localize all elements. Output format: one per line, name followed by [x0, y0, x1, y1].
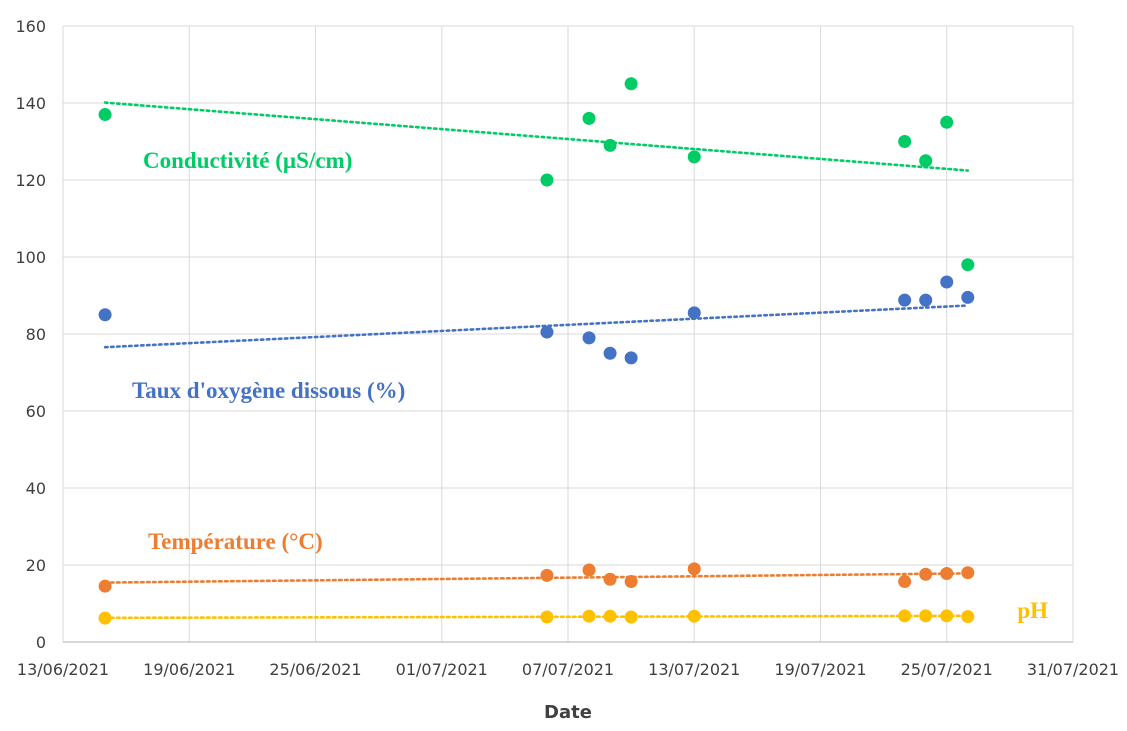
trendline: [103, 572, 970, 584]
y-tick-label: 120: [15, 171, 46, 190]
data-point: [98, 611, 112, 625]
data-point: [603, 138, 617, 152]
data-point: [624, 77, 638, 91]
y-tick-label: 100: [15, 248, 46, 267]
data-point: [603, 572, 617, 586]
x-tick-label: 25/06/2021: [269, 660, 361, 679]
data-point: [898, 135, 912, 148]
x-tick-label: 07/07/2021: [522, 660, 614, 679]
data-point: [540, 610, 554, 624]
data-point: [919, 609, 933, 623]
data-point: [898, 609, 912, 623]
data-point: [624, 351, 638, 365]
data-points: [98, 77, 975, 625]
y-tick-label: 0: [36, 633, 46, 652]
data-point: [898, 575, 912, 589]
data-point: [687, 562, 701, 576]
data-point: [940, 609, 954, 623]
x-tick-label: 01/07/2021: [396, 660, 488, 679]
data-point: [603, 346, 617, 360]
data-point: [540, 173, 554, 187]
data-point: [98, 108, 112, 122]
data-point: [919, 567, 933, 581]
data-point: [98, 308, 112, 322]
data-point: [961, 290, 975, 304]
data-point: [961, 566, 975, 580]
y-tick-label: 140: [15, 94, 46, 113]
x-tick-label: 13/07/2021: [648, 660, 740, 679]
data-point: [961, 610, 975, 624]
data-point: [540, 325, 554, 339]
data-point: [919, 293, 933, 307]
x-tick-label: 19/06/2021: [143, 660, 235, 679]
x-axis-title: Date: [544, 702, 592, 723]
data-point: [603, 609, 617, 623]
x-tick-label: 25/07/2021: [901, 660, 993, 679]
series-label: Conductivité (µS/cm): [143, 148, 352, 173]
data-point: [940, 115, 954, 129]
data-point: [940, 566, 954, 580]
y-tick-label: 20: [26, 556, 46, 575]
y-tick-label: 40: [26, 479, 46, 498]
y-tick-label: 160: [15, 17, 46, 36]
series-label: Température (°C): [148, 529, 323, 554]
x-tick-label: 13/06/2021: [17, 660, 109, 679]
data-point: [582, 111, 596, 125]
data-point: [98, 579, 112, 593]
data-point: [582, 331, 596, 345]
y-tick-label: 80: [26, 325, 46, 344]
data-point: [687, 150, 701, 164]
data-point: [898, 293, 912, 307]
trendline: [103, 101, 970, 172]
data-point: [687, 306, 701, 320]
data-point: [940, 275, 954, 289]
series-labels: Conductivité (µS/cm) Taux d'oxygène disso…: [132, 148, 1048, 623]
data-point: [582, 609, 596, 623]
data-point: [540, 568, 554, 582]
gridlines: [62, 25, 1074, 643]
data-point: [624, 610, 638, 624]
trendline: [103, 614, 970, 620]
data-point: [919, 154, 933, 168]
data-point: [624, 575, 638, 589]
trendlines: [103, 101, 970, 620]
data-point: [582, 563, 596, 577]
x-tick-label: 31/07/2021: [1027, 660, 1119, 679]
series-label: pH: [1017, 598, 1048, 623]
data-point: [961, 258, 975, 272]
x-tick-label: 19/07/2021: [774, 660, 866, 679]
trendline: [103, 304, 970, 349]
data-point: [687, 609, 701, 623]
axes: 0 20 40 60 80 100 120 140 160 13/06/2021 19/06/202…: [15, 17, 1119, 679]
y-tick-label: 60: [26, 402, 46, 421]
series-label: Taux d'oxygène dissous (%): [132, 378, 405, 403]
